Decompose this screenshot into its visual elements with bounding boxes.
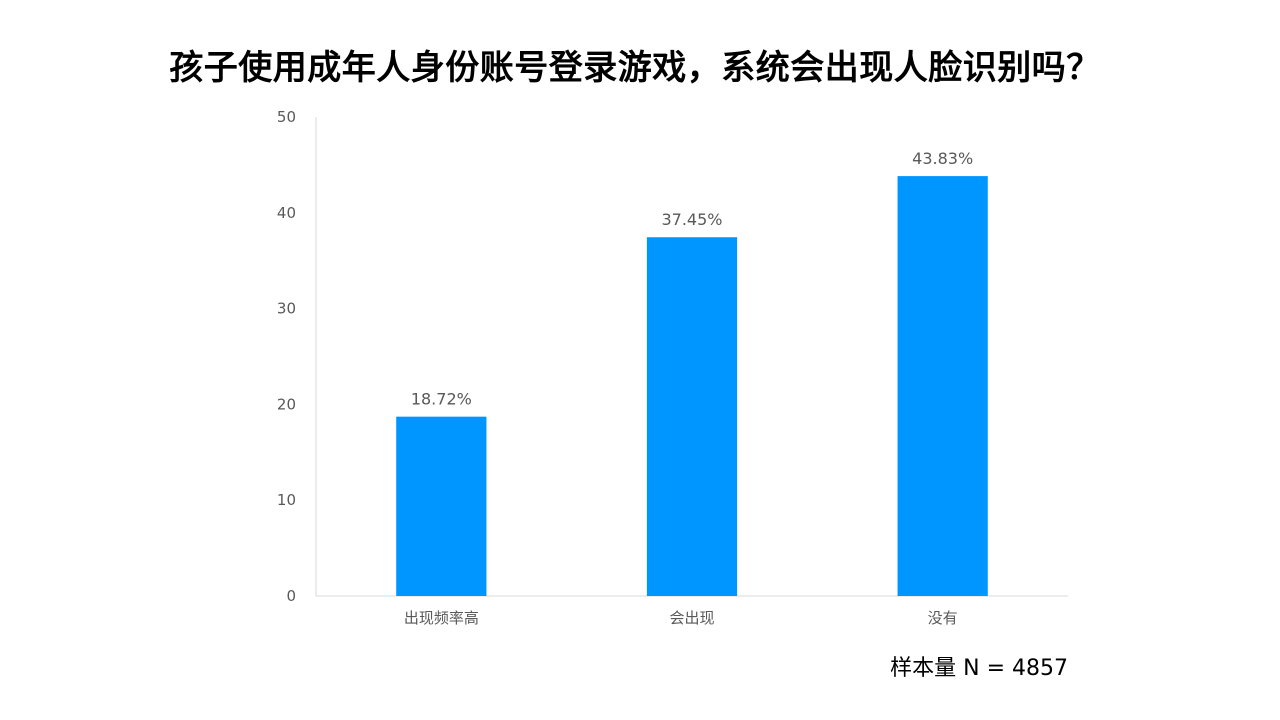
chart-title: 孩子使用成年人身份账号登录游戏，系统会出现人脸识别吗？ [169, 48, 1101, 88]
data-label-2: 37.45% [661, 210, 722, 229]
category-label-2: 会出现 [669, 609, 714, 627]
y-tick-label: 0 [286, 587, 296, 605]
y-tick-label: 30 [277, 300, 296, 318]
data-label-3: 43.83% [912, 149, 973, 168]
y-tick-label: 10 [277, 491, 296, 509]
bar-2 [646, 237, 738, 596]
data-label-1: 18.72% [411, 390, 472, 409]
y-axis: 0 10 20 30 40 50 [277, 108, 317, 605]
sample-size-note: 样本量 N = 4857 [890, 656, 1068, 681]
category-label-1: 出现频率高 [404, 609, 479, 627]
bar-3 [897, 176, 988, 597]
x-axis: 出现频率高 会出现 没有 [316, 595, 1068, 627]
y-tick-label: 40 [277, 204, 296, 222]
data-labels: 18.72% 37.45% 43.83% [411, 149, 973, 409]
y-tick-label: 50 [277, 108, 296, 126]
bar-1 [396, 416, 487, 596]
y-tick-label: 20 [277, 395, 296, 413]
category-label-3: 没有 [928, 609, 958, 627]
bars [396, 176, 988, 597]
